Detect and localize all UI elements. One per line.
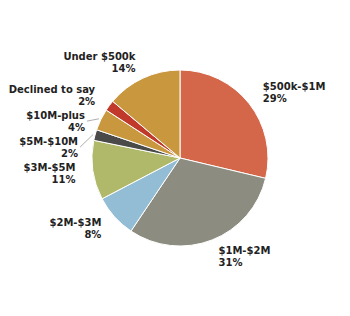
pie-chart: $500k-$1M29% $1M-$2M31% $2M-$3M8% $3M-$5M11… [0,0,350,316]
leader-line [80,134,93,147]
value-label: 11% [51,174,75,185]
data-label: $3M-$5M11% [24,162,76,185]
labels: $500k-$1M29% $1M-$2M31% $2M-$3M8% $3M-$5M11… [9,51,326,268]
slice-label: Under $500k [63,51,135,62]
value-label: 4% [68,122,85,133]
value-label: 14% [112,63,136,74]
data-label: $2M-$3M8% [49,217,101,240]
slice-label: $2M-$3M [49,217,101,228]
value-label: 29% [263,93,287,104]
wedges [92,70,268,246]
data-label: $10M-plus4% [26,110,85,133]
value-label: 31% [219,257,243,268]
data-label: $1M-$2M31% [219,245,271,268]
chart-container: $500k-$1M29% $1M-$2M31% $2M-$3M8% $3M-$5M11… [0,0,350,316]
pie-slice [113,70,180,158]
slice-label: $3M-$5M [24,162,76,173]
data-label: $500k-$1M29% [263,81,326,104]
value-label: 8% [84,229,101,240]
value-label: 2% [61,148,78,159]
background [0,0,350,316]
leader-line [87,119,99,121]
slice-label: Declined to say [9,84,96,95]
value-label: 2% [78,96,95,107]
data-label: $5M-$10M2% [19,136,78,159]
data-label: Declined to say2% [9,84,96,107]
slice-label: $5M-$10M [19,136,78,147]
slice-label: $500k-$1M [263,81,326,92]
slice-label: $10M-plus [26,110,85,121]
slice-label: $1M-$2M [219,245,271,256]
data-label: Under $500k14% [63,51,135,74]
